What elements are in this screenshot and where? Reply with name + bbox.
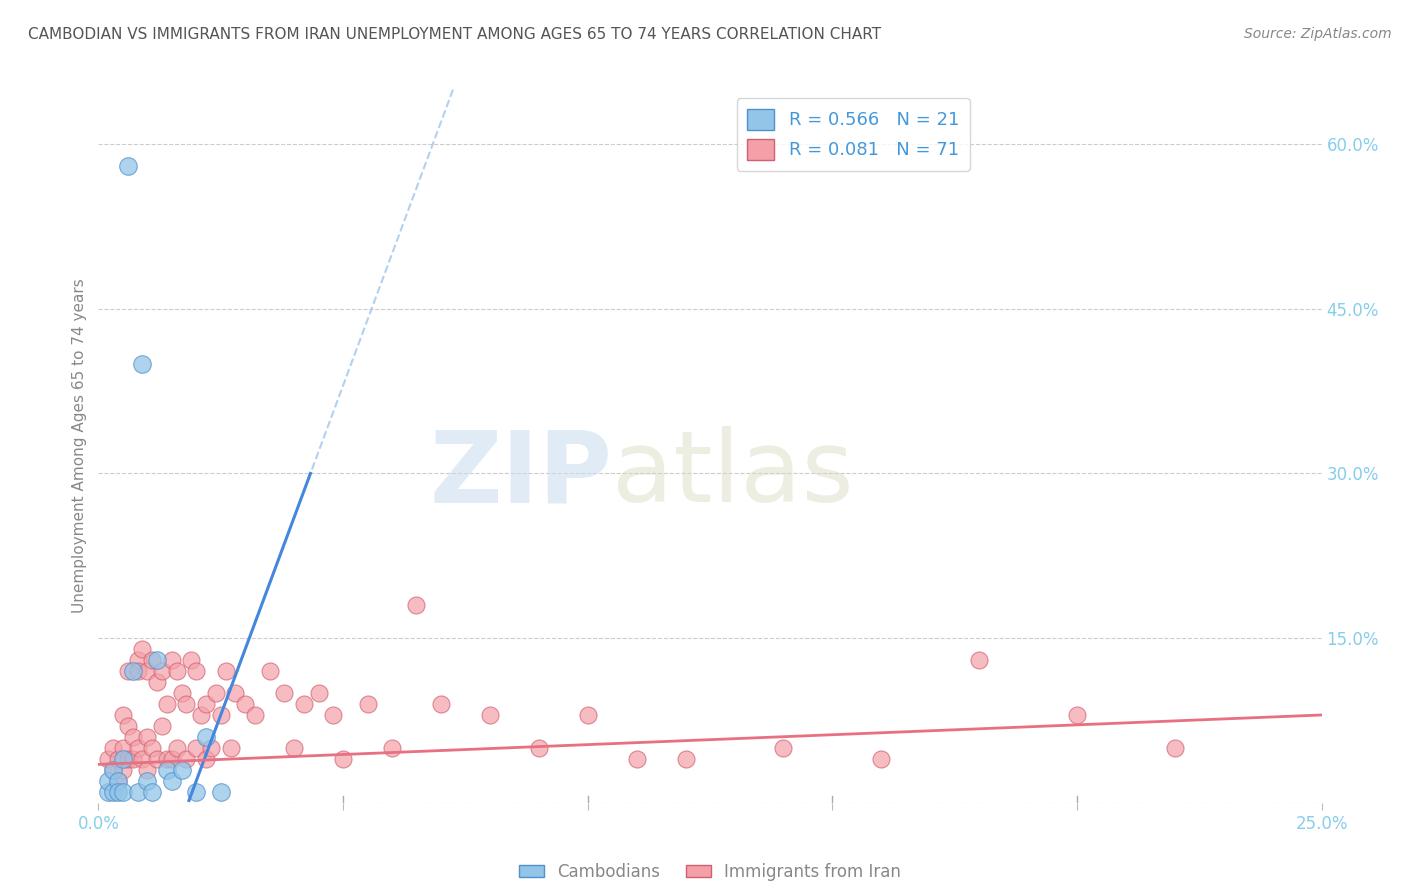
Point <box>195 730 218 744</box>
Point <box>186 740 208 755</box>
Point <box>430 697 453 711</box>
Point <box>214 664 236 678</box>
Point <box>117 159 139 173</box>
Point <box>127 785 149 799</box>
Point <box>292 697 315 711</box>
Point <box>107 773 129 788</box>
Point <box>156 752 179 766</box>
Text: ZIP: ZIP <box>429 426 612 523</box>
Point <box>160 752 183 766</box>
Point <box>136 773 159 788</box>
Point <box>381 740 404 755</box>
Point <box>170 686 193 700</box>
Point <box>111 740 134 755</box>
Text: CAMBODIAN VS IMMIGRANTS FROM IRAN UNEMPLOYMENT AMONG AGES 65 TO 74 YEARS CORRELA: CAMBODIAN VS IMMIGRANTS FROM IRAN UNEMPL… <box>28 27 882 42</box>
Point <box>870 752 893 766</box>
Point <box>136 763 159 777</box>
Text: Source: ZipAtlas.com: Source: ZipAtlas.com <box>1244 27 1392 41</box>
Point <box>160 653 183 667</box>
Point <box>243 708 266 723</box>
Text: atlas: atlas <box>612 426 853 523</box>
Point <box>136 664 159 678</box>
Point <box>176 752 198 766</box>
Point <box>200 740 222 755</box>
Point <box>186 664 208 678</box>
Point <box>195 752 218 766</box>
Point <box>107 773 129 788</box>
Point <box>97 785 120 799</box>
Point <box>209 785 232 799</box>
Point <box>219 740 242 755</box>
Point <box>675 752 697 766</box>
Point <box>131 357 153 371</box>
Point <box>101 740 124 755</box>
Point <box>101 763 124 777</box>
Legend: Cambodians, Immigrants from Iran: Cambodians, Immigrants from Iran <box>513 856 907 888</box>
Point <box>156 763 179 777</box>
Point <box>283 740 305 755</box>
Point <box>146 675 169 690</box>
Point <box>1164 740 1187 755</box>
Point <box>772 740 794 755</box>
Point <box>356 697 378 711</box>
Point <box>156 697 179 711</box>
Point <box>101 785 124 799</box>
Point <box>190 708 212 723</box>
Point <box>576 708 599 723</box>
Point <box>233 697 256 711</box>
Point <box>273 686 295 700</box>
Point <box>209 708 232 723</box>
Point <box>111 763 134 777</box>
Point <box>205 686 228 700</box>
Point <box>107 785 129 799</box>
Point <box>166 664 188 678</box>
Point <box>527 740 550 755</box>
Point <box>127 740 149 755</box>
Point <box>117 664 139 678</box>
Point <box>101 763 124 777</box>
Point <box>160 773 183 788</box>
Point <box>146 752 169 766</box>
Point <box>97 752 120 766</box>
Point <box>141 653 163 667</box>
Point <box>259 664 281 678</box>
Point <box>150 664 173 678</box>
Point <box>146 653 169 667</box>
Point <box>111 785 134 799</box>
Point <box>176 697 198 711</box>
Point <box>186 785 208 799</box>
Point <box>111 752 134 766</box>
Point <box>478 708 501 723</box>
Point <box>967 653 990 667</box>
Point <box>195 697 218 711</box>
Point <box>141 740 163 755</box>
Point <box>626 752 648 766</box>
Point <box>127 653 149 667</box>
Point <box>166 740 188 755</box>
Point <box>97 773 120 788</box>
Point <box>170 763 193 777</box>
Point <box>121 730 143 744</box>
Point <box>107 752 129 766</box>
Point <box>1066 708 1088 723</box>
Point <box>332 752 354 766</box>
Point <box>131 642 153 657</box>
Point <box>405 598 427 612</box>
Y-axis label: Unemployment Among Ages 65 to 74 years: Unemployment Among Ages 65 to 74 years <box>72 278 87 614</box>
Point <box>180 653 202 667</box>
Point <box>127 664 149 678</box>
Point <box>117 752 139 766</box>
Point <box>150 719 173 733</box>
Point <box>121 664 143 678</box>
Point <box>111 708 134 723</box>
Point <box>136 730 159 744</box>
Point <box>121 752 143 766</box>
Point <box>131 752 153 766</box>
Point <box>224 686 246 700</box>
Point <box>322 708 344 723</box>
Point <box>308 686 330 700</box>
Point <box>117 719 139 733</box>
Point <box>141 785 163 799</box>
